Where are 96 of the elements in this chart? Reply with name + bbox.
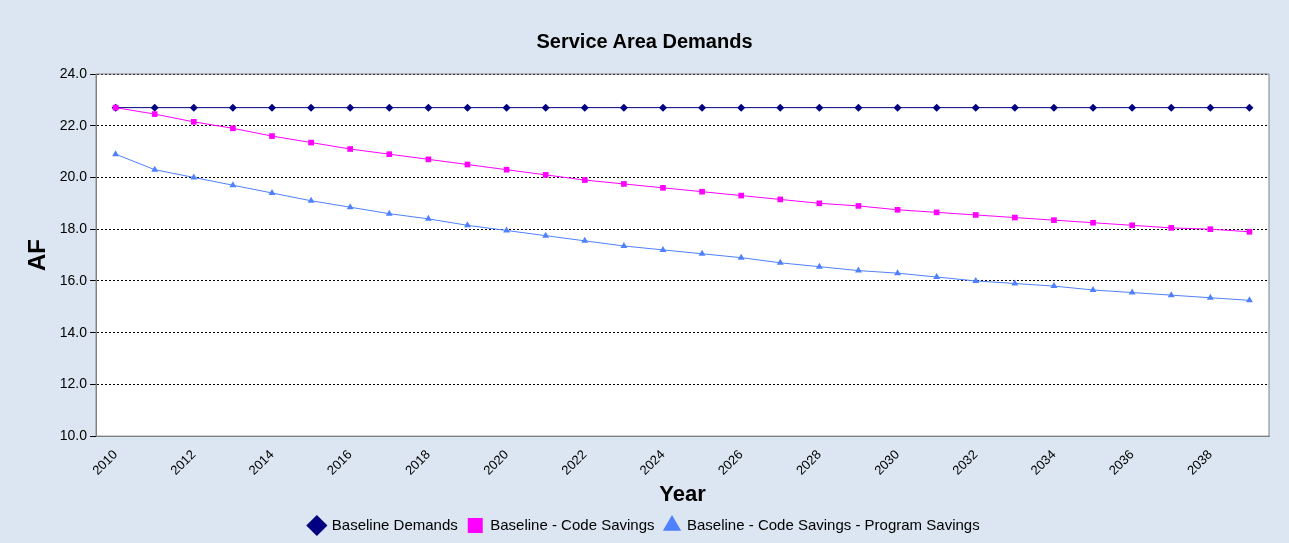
point [385,209,393,216]
point [581,177,588,183]
point [229,181,237,188]
point [972,276,980,283]
point [1245,103,1254,112]
point [1245,296,1253,303]
point [815,103,824,112]
point [228,103,237,112]
point [1246,228,1253,235]
point [1167,291,1175,298]
point [346,203,354,210]
point [151,111,158,117]
point [1050,282,1058,289]
point [893,103,902,112]
point [346,103,355,112]
point [698,103,707,112]
y-tick-label: 14.0 [59,323,88,340]
point [1011,279,1019,286]
point [269,133,275,139]
legend-label: Baseline - Code Savings - Program Savings [687,515,980,533]
point [894,269,902,276]
y-tick-label: 10.0 [59,426,88,443]
point [1010,103,1019,112]
point [541,103,550,112]
point [190,119,197,125]
point [894,206,901,213]
point [1049,103,1058,112]
point [502,103,511,112]
point [150,103,159,112]
point [933,273,941,280]
point [815,262,823,269]
point [268,188,276,195]
point [230,125,236,132]
point [1089,103,1098,112]
point [424,214,432,221]
point [1168,225,1175,231]
chart-title: Service Area Demands [536,29,753,52]
point [267,103,276,112]
legend-label: Baseline - Code Savings [490,515,655,533]
point [307,196,315,203]
point [1128,288,1136,295]
point [1090,219,1096,226]
point [855,266,862,273]
y-axis-title: AF [23,239,51,272]
point [699,188,705,195]
point [112,150,120,157]
point [1129,222,1135,229]
point [737,253,745,260]
point [424,103,433,112]
point [777,196,784,203]
point [971,103,980,112]
point [659,245,667,252]
x-axis-title: Year [659,480,707,506]
point [464,221,471,228]
y-tick-label: 24.0 [59,64,88,81]
point [658,103,667,112]
point [1051,217,1057,223]
point [738,192,744,199]
point [1089,285,1097,292]
point [1206,293,1214,300]
point [1206,103,1215,112]
legend-label: Baseline Demands [331,515,458,533]
point [307,103,316,112]
y-tick-label: 16.0 [59,271,88,288]
point [189,103,198,112]
point [620,242,628,249]
y-tick-label: 22.0 [59,116,88,133]
point [1207,226,1214,233]
point [776,103,785,112]
y-tick-label: 20.0 [59,168,88,185]
point [972,212,979,218]
point [542,231,550,238]
point [698,249,706,256]
point [854,103,863,112]
y-tick-label: 12.0 [59,375,88,392]
point [660,184,666,191]
y-tick-label: 18.0 [59,220,88,237]
point [385,103,394,112]
point [347,146,354,152]
point [1167,103,1176,112]
point [463,103,472,112]
point [542,172,549,178]
point [151,165,159,172]
point [1012,214,1018,221]
point [386,151,393,158]
point [855,203,862,209]
point [1128,103,1137,112]
point [503,166,510,173]
point [621,181,627,187]
point [581,236,589,243]
point [580,103,589,112]
point [932,103,941,112]
point [619,103,628,112]
point [308,139,314,146]
point [776,258,784,265]
point [737,103,746,112]
